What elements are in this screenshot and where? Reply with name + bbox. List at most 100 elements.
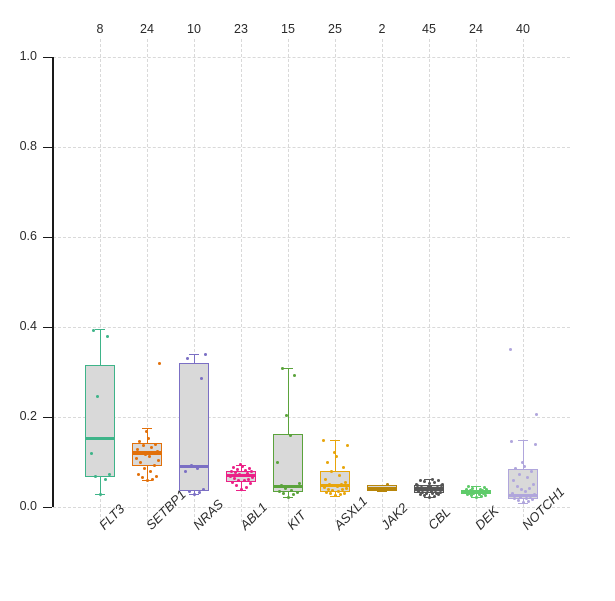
data-point [187,490,191,494]
median-line [367,486,397,490]
gridline-vertical [194,39,195,522]
data-point [154,474,158,478]
data-point [326,487,330,491]
xcat-label-nras: NRAS [190,496,227,533]
whisker-upper [241,464,242,471]
data-point [472,489,476,493]
data-point [421,488,425,492]
gridline-horizontal [53,57,570,58]
data-point [323,477,327,481]
data-point [464,487,468,491]
data-point [432,481,436,485]
box-nras[interactable] [179,363,209,492]
data-point [297,482,301,486]
gridline-vertical [241,39,242,522]
data-point [510,492,514,495]
y-tick-label: 1.0 [19,49,37,63]
data-point [248,482,252,486]
data-point [242,479,246,483]
data-point [477,492,481,496]
y-tick-label: 0.6 [19,229,37,243]
whisker-lower [194,491,195,495]
data-point [344,487,348,491]
data-point [240,464,244,468]
data-point [197,491,201,495]
data-point [468,488,472,492]
data-point [334,455,338,459]
median-line [273,484,303,488]
data-point [199,377,203,381]
data-point [520,460,524,464]
gridline-vertical [429,39,430,522]
data-point [430,477,434,481]
data-point [483,493,487,497]
y-tick-label: 0.8 [19,139,37,153]
data-point [228,474,232,478]
data-point [153,442,157,446]
data-point [239,488,243,492]
data-point [157,362,161,366]
data-point [275,461,279,465]
data-point [95,395,99,399]
data-point [341,465,345,469]
median-line [85,436,115,440]
data-point [231,465,235,469]
data-point [531,483,535,486]
data-point [484,488,488,492]
data-point [465,493,469,497]
median-line [179,464,209,469]
count-label: 24 [469,22,483,36]
whisker-cap [142,428,152,430]
gridline-vertical [288,39,289,522]
whisker-lower [288,492,289,498]
whisker-lower [241,481,242,490]
data-point [437,487,441,491]
whisker-cap [330,440,340,442]
data-point [474,495,478,499]
data-point [482,485,486,489]
xcat-label-setbp1: SETBP1 [143,486,189,533]
data-point [420,491,424,495]
data-point [526,500,530,504]
data-point [427,482,431,486]
data-point [185,357,189,360]
median-line [461,490,491,494]
data-point [149,446,153,450]
whisker-upper [288,368,289,434]
y-axis-spine [52,57,54,507]
data-point [329,470,333,474]
data-point [141,444,145,448]
data-point [150,477,154,481]
count-label: 15 [281,22,295,36]
data-point [422,493,426,497]
y-tick-mark [43,327,52,328]
data-point [380,489,384,493]
data-point [433,488,437,492]
data-point [325,461,329,465]
box-flt3[interactable] [85,365,115,477]
y-tick-mark [43,417,52,418]
data-point [425,489,429,493]
gridline-horizontal [53,147,570,148]
data-point [134,456,138,460]
data-point [337,474,341,477]
data-point [229,469,233,473]
data-point [241,474,245,477]
data-point [522,465,526,468]
data-point [324,490,328,494]
data-point [485,491,489,495]
whisker-upper [523,440,524,469]
y-tick-mark [43,237,52,238]
count-label: 8 [96,22,104,36]
data-point [343,481,347,485]
data-point [431,487,435,491]
xcat-label-asxl1: ASXL1 [331,493,371,533]
data-point [91,328,95,332]
data-point [339,483,343,487]
data-point [418,492,422,496]
data-point [286,495,290,499]
gridline-vertical [382,39,383,522]
data-point [236,478,240,482]
data-point [424,492,428,495]
data-point [524,496,528,500]
